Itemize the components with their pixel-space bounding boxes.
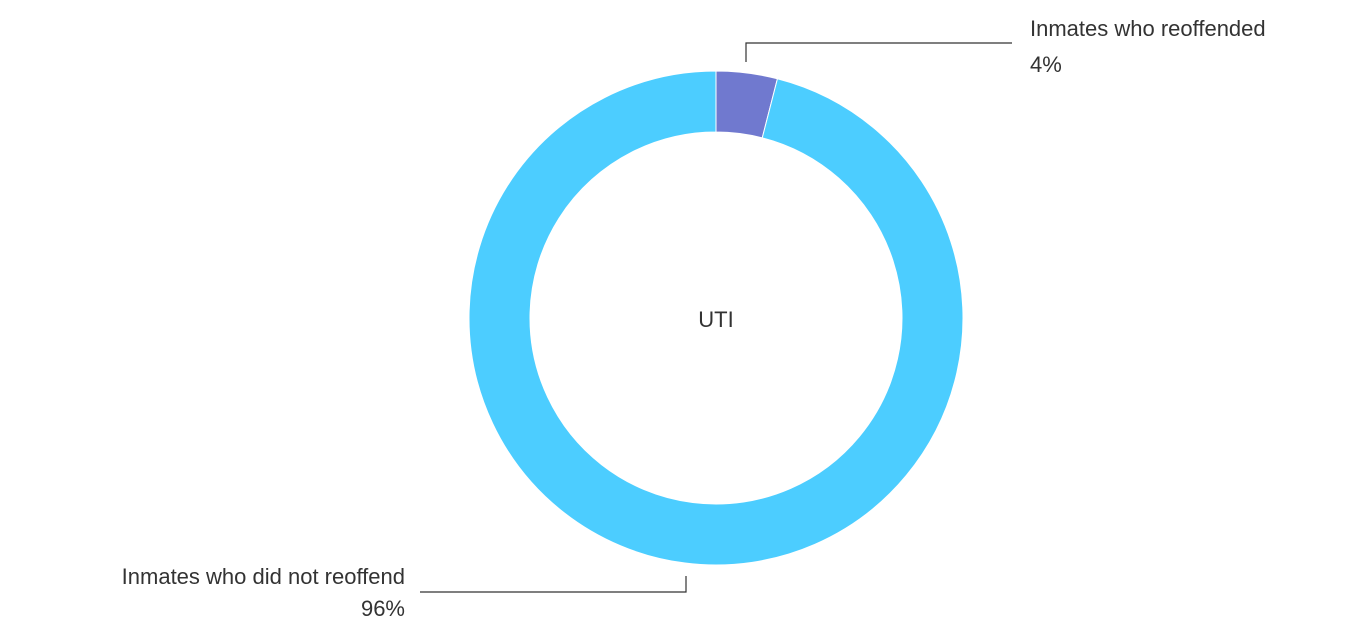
slice-label: Inmates who reoffended (1030, 16, 1266, 41)
slice-label: Inmates who did not reoffend (122, 564, 405, 589)
slices (468, 70, 964, 566)
leader-line (420, 576, 687, 593)
leader-line (745, 42, 1012, 62)
center-text: UTI (698, 307, 733, 332)
value-label: 4% (1030, 52, 1062, 77)
value-label: 96% (361, 596, 405, 621)
slice (468, 70, 964, 566)
